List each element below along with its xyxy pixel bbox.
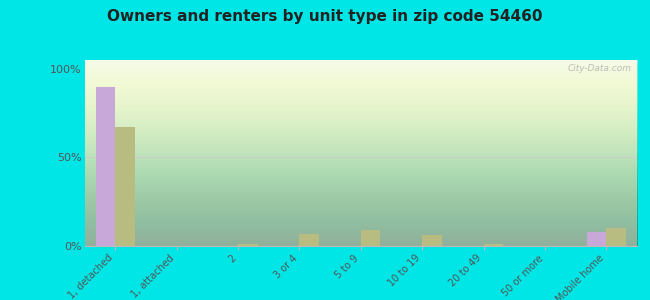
Bar bbox=[361, 230, 380, 246]
Bar bbox=[422, 236, 442, 246]
Bar bbox=[115, 127, 135, 246]
Text: Owners and renters by unit type in zip code 54460: Owners and renters by unit type in zip c… bbox=[107, 9, 543, 24]
Bar bbox=[587, 232, 606, 246]
Bar bbox=[96, 87, 115, 246]
Bar bbox=[606, 228, 626, 246]
Bar bbox=[300, 234, 319, 246]
Text: City-Data.com: City-Data.com bbox=[567, 64, 632, 73]
Bar bbox=[484, 244, 503, 246]
Bar bbox=[238, 244, 257, 246]
